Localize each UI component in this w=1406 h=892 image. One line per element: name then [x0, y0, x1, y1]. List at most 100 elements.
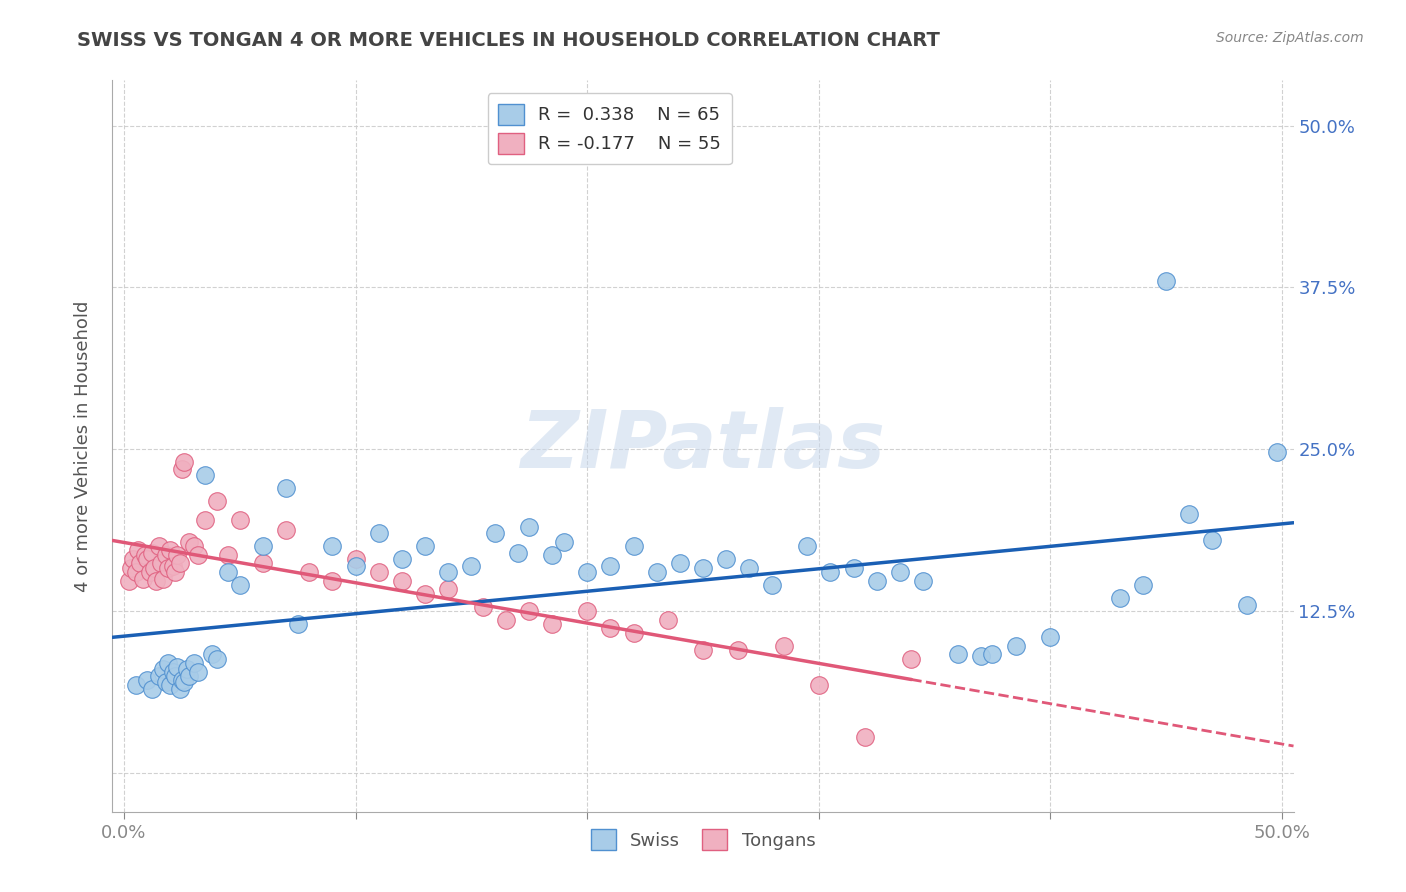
Point — [183, 539, 205, 553]
Point — [866, 574, 889, 589]
Point — [127, 543, 149, 558]
Point — [1178, 507, 1201, 521]
Point — [148, 539, 170, 553]
Point — [970, 649, 993, 664]
Point — [517, 520, 540, 534]
Point — [173, 675, 195, 690]
Point — [252, 556, 274, 570]
Point — [367, 566, 389, 580]
Point — [1265, 445, 1288, 459]
Point — [166, 549, 188, 563]
Point — [159, 543, 181, 558]
Point — [217, 566, 239, 580]
Point — [1132, 578, 1154, 592]
Point — [599, 621, 621, 635]
Point — [163, 669, 186, 683]
Point — [131, 572, 153, 586]
Point — [162, 558, 184, 573]
Point — [541, 549, 564, 563]
Point — [163, 566, 186, 580]
Point — [120, 561, 142, 575]
Point — [157, 561, 180, 575]
Point — [276, 523, 298, 537]
Point — [623, 626, 645, 640]
Point — [183, 656, 205, 670]
Point — [166, 659, 188, 673]
Point — [623, 539, 645, 553]
Point — [176, 662, 198, 676]
Point — [159, 678, 181, 692]
Point — [738, 561, 761, 575]
Point — [201, 647, 224, 661]
Point — [1004, 639, 1026, 653]
Point — [173, 455, 195, 469]
Point — [150, 556, 173, 570]
Point — [692, 561, 714, 575]
Point — [170, 461, 193, 475]
Point — [391, 552, 413, 566]
Point — [143, 561, 166, 575]
Point — [946, 647, 969, 661]
Point — [484, 526, 506, 541]
Point — [298, 566, 321, 580]
Point — [141, 681, 163, 696]
Point — [1154, 274, 1177, 288]
Point — [900, 652, 922, 666]
Point — [276, 481, 298, 495]
Point — [472, 600, 495, 615]
Point — [344, 552, 367, 566]
Point — [124, 678, 146, 692]
Point — [169, 556, 191, 570]
Point — [344, 558, 367, 573]
Point — [853, 730, 876, 744]
Point — [391, 574, 413, 589]
Point — [413, 539, 436, 553]
Point — [136, 673, 159, 687]
Point — [657, 613, 679, 627]
Point — [217, 549, 239, 563]
Point — [553, 535, 575, 549]
Legend: Swiss, Tongans: Swiss, Tongans — [583, 822, 823, 857]
Point — [1236, 598, 1258, 612]
Point — [321, 539, 343, 553]
Point — [437, 582, 460, 596]
Point — [517, 604, 540, 618]
Point — [152, 572, 174, 586]
Point — [576, 566, 599, 580]
Point — [194, 513, 217, 527]
Point — [187, 549, 209, 563]
Point — [148, 669, 170, 683]
Y-axis label: 4 or more Vehicles in Household: 4 or more Vehicles in Household — [73, 301, 91, 591]
Point — [981, 647, 1004, 661]
Point — [155, 675, 177, 690]
Point — [152, 662, 174, 676]
Point — [138, 566, 160, 580]
Point — [1108, 591, 1130, 606]
Point — [134, 549, 156, 563]
Point — [162, 665, 184, 679]
Point — [842, 561, 865, 575]
Text: Source: ZipAtlas.com: Source: ZipAtlas.com — [1216, 31, 1364, 45]
Point — [155, 549, 177, 563]
Point — [692, 643, 714, 657]
Point — [645, 566, 668, 580]
Point — [124, 566, 146, 580]
Text: SWISS VS TONGAN 4 OR MORE VEHICLES IN HOUSEHOLD CORRELATION CHART: SWISS VS TONGAN 4 OR MORE VEHICLES IN HO… — [77, 31, 941, 50]
Point — [177, 669, 200, 683]
Point — [460, 558, 482, 573]
Point — [506, 546, 529, 560]
Point — [495, 613, 517, 627]
Point — [773, 639, 796, 653]
Point — [714, 552, 737, 566]
Point — [437, 566, 460, 580]
Point — [129, 556, 152, 570]
Point — [761, 578, 783, 592]
Point — [136, 552, 159, 566]
Point — [205, 652, 228, 666]
Text: ZIPatlas: ZIPatlas — [520, 407, 886, 485]
Point — [157, 656, 180, 670]
Point — [669, 556, 692, 570]
Point — [1039, 630, 1062, 644]
Point — [796, 539, 818, 553]
Point — [252, 539, 274, 553]
